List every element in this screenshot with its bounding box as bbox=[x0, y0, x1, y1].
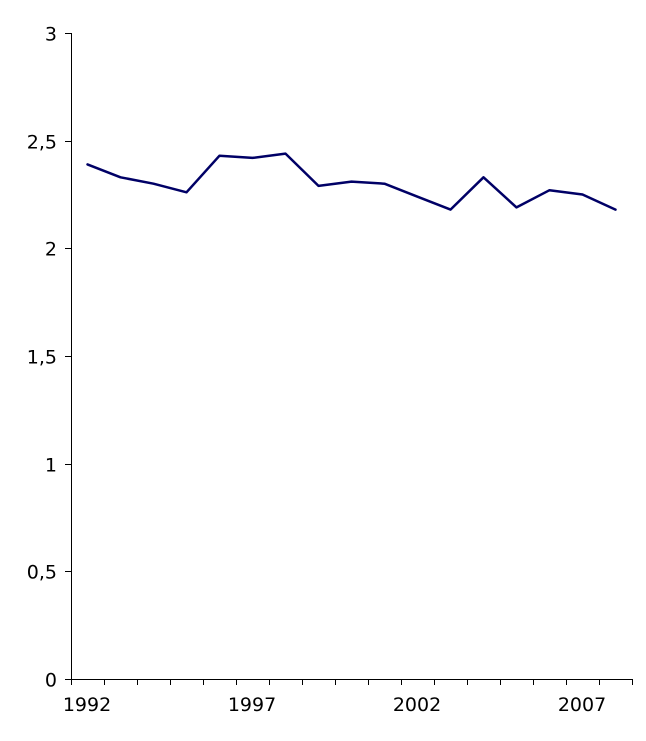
x-tick-label: 2002 bbox=[393, 694, 441, 716]
series-line bbox=[86, 152, 617, 211]
x-tick-label: 2007 bbox=[558, 694, 606, 716]
y-tick-label: 1 bbox=[45, 455, 57, 477]
x-axis: 1992 1997 2002 2007 bbox=[63, 679, 633, 716]
x-tick-label: 1997 bbox=[228, 694, 276, 716]
y-tick-label: 1,5 bbox=[27, 347, 57, 369]
y-tick-label: 0 bbox=[45, 670, 57, 692]
series-layer bbox=[86, 152, 617, 211]
y-axis: 0 0,5 1 1,5 2 2,5 3 bbox=[27, 24, 72, 692]
y-tick-label: 2 bbox=[45, 239, 57, 261]
y-tick-label: 3 bbox=[45, 24, 57, 46]
x-tick-label: 1992 bbox=[63, 694, 111, 716]
y-tick-label: 2,5 bbox=[27, 132, 57, 154]
y-tick-label: 0,5 bbox=[27, 562, 57, 584]
